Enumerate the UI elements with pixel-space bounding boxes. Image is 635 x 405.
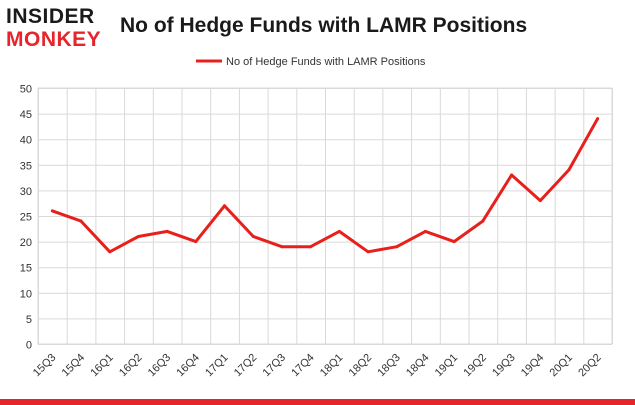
series-line bbox=[50, 117, 600, 254]
data-point bbox=[280, 245, 284, 249]
x-tick-label: 15Q4 bbox=[60, 352, 88, 380]
x-tick-label: 20Q2 bbox=[576, 352, 604, 380]
y-tick-label: 25 bbox=[20, 212, 32, 224]
logo-text-insider: INSIDER bbox=[6, 5, 95, 28]
y-tick-label: 40 bbox=[20, 135, 32, 147]
x-tick-label: 17Q3 bbox=[261, 352, 289, 380]
legend: No of Hedge Funds with LAMR Positions bbox=[196, 56, 426, 68]
data-point bbox=[223, 204, 226, 208]
series-layer bbox=[50, 117, 600, 254]
data-point bbox=[366, 250, 370, 254]
y-tick-label: 50 bbox=[20, 84, 32, 96]
data-point bbox=[423, 229, 427, 233]
x-tick-label: 18Q3 bbox=[375, 352, 403, 380]
data-point bbox=[194, 240, 198, 244]
x-tick-label: 16Q1 bbox=[88, 352, 116, 380]
data-point bbox=[337, 229, 341, 233]
data-point bbox=[79, 219, 83, 223]
y-tick-label: 10 bbox=[20, 288, 32, 300]
data-point bbox=[452, 240, 456, 244]
x-tick-label: 16Q2 bbox=[117, 352, 145, 380]
footer-bar bbox=[0, 399, 635, 405]
y-tick-label: 30 bbox=[20, 186, 32, 198]
data-point bbox=[538, 199, 542, 203]
y-tick-label: 20 bbox=[20, 237, 32, 249]
x-tick-label: 17Q4 bbox=[289, 352, 317, 380]
data-point bbox=[165, 229, 169, 233]
y-tick-label: 45 bbox=[20, 109, 32, 121]
y-tick-label: 0 bbox=[26, 340, 32, 352]
chart-title: No of Hedge Funds with LAMR Positions bbox=[120, 14, 528, 37]
x-tick-label: 19Q4 bbox=[519, 352, 547, 380]
data-point bbox=[567, 168, 571, 172]
x-tick-label: 20Q1 bbox=[548, 352, 576, 380]
x-tick-label: 16Q3 bbox=[146, 352, 174, 380]
x-tick-label: 17Q2 bbox=[232, 352, 260, 380]
x-tick-label: 17Q1 bbox=[203, 352, 231, 380]
data-point bbox=[481, 219, 485, 223]
x-tick-label: 18Q4 bbox=[404, 352, 432, 380]
axis-layer: 0 5 10 15 20 25 30 35 40 45 50 15Q3 15Q4 16Q1 16Q2 16Q3… bbox=[20, 84, 604, 380]
x-tick-label: 16Q4 bbox=[174, 352, 202, 380]
y-tick-label: 35 bbox=[20, 160, 32, 172]
x-tick-label: 19Q2 bbox=[461, 352, 489, 380]
data-point bbox=[510, 173, 514, 177]
x-tick-label: 19Q3 bbox=[490, 352, 518, 380]
data-point bbox=[50, 209, 54, 213]
logo-text-monkey: MONKEY bbox=[6, 28, 102, 51]
x-tick-label: 19Q1 bbox=[433, 352, 461, 380]
data-point bbox=[596, 117, 600, 121]
x-tick-label: 15Q3 bbox=[31, 352, 59, 380]
grid-layer bbox=[37, 87, 613, 345]
insider-monkey-logo: INSIDER MONKEY bbox=[6, 5, 118, 53]
data-point bbox=[251, 235, 255, 238]
legend-label: No of Hedge Funds with LAMR Positions bbox=[226, 56, 426, 68]
data-point bbox=[136, 235, 140, 238]
x-tick-label: 18Q2 bbox=[347, 352, 375, 380]
data-point bbox=[108, 250, 112, 254]
y-tick-label: 5 bbox=[26, 314, 32, 326]
y-tick-label: 15 bbox=[20, 263, 32, 275]
data-point bbox=[309, 245, 313, 249]
data-point bbox=[395, 245, 399, 249]
x-tick-label: 18Q1 bbox=[318, 352, 346, 380]
